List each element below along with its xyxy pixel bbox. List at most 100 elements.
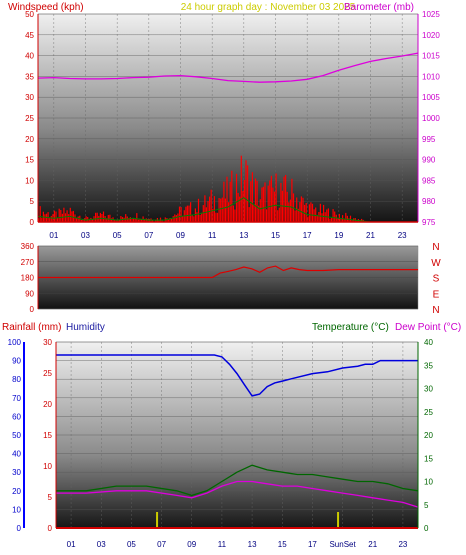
direction-tick-label: 0 bbox=[30, 305, 35, 314]
barometer-tick-label: 1025 bbox=[422, 10, 440, 19]
wind-speed-bar bbox=[235, 173, 238, 222]
wind-speed-bar bbox=[99, 212, 101, 222]
wind-speed-bar bbox=[109, 214, 111, 222]
wind-speed-bar bbox=[356, 220, 358, 222]
wind-speed-bar bbox=[311, 203, 314, 222]
humidity-tick-label: 90 bbox=[12, 357, 21, 366]
panel3-x-tick-label: 07 bbox=[157, 540, 166, 549]
wind-speed-bar bbox=[321, 213, 323, 222]
wind-speed-bar bbox=[91, 219, 93, 222]
wind-speed-bar bbox=[239, 196, 241, 222]
axes: 0510152025303540455097598098599099510001… bbox=[8, 10, 442, 549]
wind-speed-bar bbox=[167, 219, 169, 222]
wind-speed-bar bbox=[273, 191, 276, 222]
humidity-title: Humidity bbox=[66, 322, 105, 333]
wind-speed-bar bbox=[337, 218, 339, 222]
wind-speed-bar bbox=[237, 192, 239, 222]
wind-speed-bar bbox=[66, 210, 68, 222]
wind-speed-bar bbox=[114, 219, 116, 222]
wind-speed-bar bbox=[88, 218, 90, 222]
humidity-tick-label: 0 bbox=[17, 524, 22, 533]
wind-speed-bar bbox=[285, 175, 287, 222]
panel1-x-tick-label: 05 bbox=[113, 231, 122, 240]
chart-title: 24 hour graph day : November 03 2025 bbox=[181, 2, 356, 13]
wind-speed-bar bbox=[152, 220, 154, 222]
wind-speed-bar bbox=[300, 196, 302, 222]
rain-tick-label: 0 bbox=[48, 524, 53, 533]
wind-speed-bar bbox=[258, 205, 260, 222]
wind-speed-bar bbox=[232, 205, 234, 222]
compass-label: N bbox=[432, 242, 439, 253]
wind-speed-bar bbox=[85, 216, 87, 222]
barometer-tick-label: 1015 bbox=[422, 52, 440, 61]
wind-speed-bar bbox=[180, 207, 182, 222]
barometer-tick-label: 1005 bbox=[422, 93, 440, 102]
wind-speed-bar bbox=[305, 203, 307, 222]
panel3-x-tick-label: 13 bbox=[248, 540, 257, 549]
wind-speed-bar bbox=[82, 219, 84, 222]
wind-speed-bar bbox=[129, 217, 131, 222]
wind-speed-bar bbox=[318, 212, 320, 222]
wind-speed-bar bbox=[175, 215, 177, 222]
wind-speed-bar bbox=[310, 202, 312, 222]
wind-tick-label: 40 bbox=[25, 52, 34, 61]
wind-speed-bar bbox=[254, 178, 257, 222]
wind-speed-bar bbox=[186, 205, 188, 222]
wind-speed-bar bbox=[61, 213, 63, 222]
wind-speed-bar bbox=[63, 207, 65, 222]
wind-speed-bar bbox=[294, 210, 296, 222]
rain-tick-label: 25 bbox=[43, 369, 52, 378]
panel3-x-tick-label: 17 bbox=[308, 540, 317, 549]
wind-speed-bar bbox=[50, 215, 52, 222]
direction-tick-label: 90 bbox=[25, 289, 34, 298]
temperature-tick-label: 15 bbox=[424, 454, 433, 463]
wind-speed-bar bbox=[326, 209, 328, 222]
rainfall-title: Rainfall (mm) bbox=[2, 322, 61, 333]
barometer-tick-label: 1010 bbox=[422, 72, 440, 81]
wind-speed-bar bbox=[199, 214, 201, 222]
wind-speed-bar bbox=[334, 211, 336, 222]
wind-speed-bar bbox=[133, 217, 135, 222]
panel3-x-tick-label: 21 bbox=[368, 540, 377, 549]
wind-speed-bar bbox=[53, 210, 55, 222]
compass-label: W bbox=[431, 258, 441, 269]
temperature-tick-label: 0 bbox=[424, 524, 429, 533]
wind-speed-bar bbox=[128, 218, 130, 222]
panel3-x-tick-label: 15 bbox=[278, 540, 287, 549]
direction-tick-label: 360 bbox=[21, 242, 35, 251]
wind-speed-bar bbox=[41, 217, 43, 222]
barometer-tick-label: 985 bbox=[422, 176, 436, 185]
wind-speed-bar bbox=[266, 209, 268, 222]
panel1-x-tick-label: 09 bbox=[176, 231, 185, 240]
panel1-x-tick-label: 07 bbox=[144, 231, 153, 240]
rain-tick-label: 30 bbox=[43, 338, 52, 347]
wind-speed-bar bbox=[95, 212, 97, 222]
panel1-x-tick-label: 13 bbox=[239, 231, 248, 240]
wind-speed-bar bbox=[315, 207, 317, 222]
barometer-tick-label: 980 bbox=[422, 197, 436, 206]
wind-speed-bar bbox=[349, 215, 352, 222]
wind-tick-label: 0 bbox=[30, 218, 35, 227]
temperature-tick-label: 5 bbox=[424, 501, 429, 510]
humidity-tick-label: 40 bbox=[12, 450, 21, 459]
wind-speed-bar bbox=[283, 176, 285, 222]
wind-speed-bar bbox=[291, 178, 293, 222]
humidity-tick-label: 50 bbox=[12, 431, 21, 440]
temperature-tick-label: 10 bbox=[424, 478, 433, 487]
rain-tick-label: 20 bbox=[43, 400, 52, 409]
wind-speed-bar bbox=[194, 208, 196, 222]
wind-speed-bar bbox=[197, 198, 200, 222]
wind-speed-bar bbox=[106, 218, 108, 222]
wind-speed-bar bbox=[220, 198, 222, 222]
humidity-line bbox=[56, 354, 418, 397]
compass-label: N bbox=[432, 305, 439, 316]
panel1-x-tick-label: 19 bbox=[334, 231, 343, 240]
barometer-tick-label: 995 bbox=[422, 135, 436, 144]
temperature-tick-label: 25 bbox=[424, 408, 433, 417]
wind-speed-bar bbox=[188, 205, 190, 222]
temperature-line bbox=[56, 464, 419, 497]
wind-speed-bar bbox=[76, 217, 78, 222]
wind-tick-label: 25 bbox=[25, 114, 34, 123]
rain-tick-label: 15 bbox=[43, 431, 52, 440]
wind-speed-bar bbox=[242, 191, 244, 222]
